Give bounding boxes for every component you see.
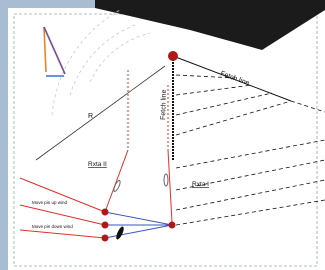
move-label: Move pin down wind (32, 224, 73, 229)
diagram: Fetch line Fetch line R Rxta II Rxta I M… (0, 0, 325, 270)
boat (102, 235, 109, 242)
boat (169, 222, 176, 229)
fetch-line-vertical-label: Fetch line (160, 89, 168, 120)
move-label: Move pin up wind (32, 200, 68, 205)
boat (102, 209, 109, 216)
radius-label: R (88, 113, 93, 120)
layline-label: Rxta II (88, 161, 107, 168)
boat (102, 222, 109, 229)
pin (168, 51, 178, 61)
paper (8, 8, 325, 270)
layline-label: Rxta I (192, 181, 209, 188)
